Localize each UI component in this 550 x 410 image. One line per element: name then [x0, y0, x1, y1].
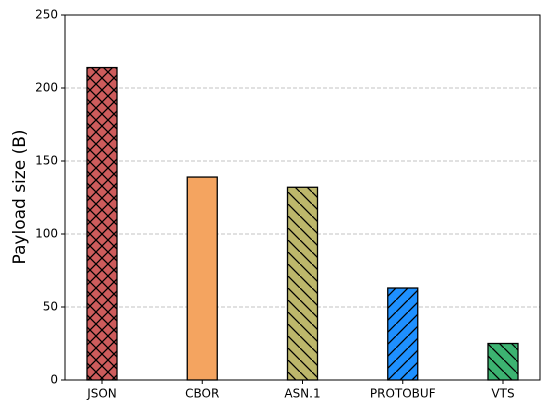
plot-frame [64, 14, 541, 381]
x-tick-label: ASN.1 [284, 387, 320, 401]
bar [187, 177, 218, 380]
bar-hatch [287, 187, 318, 380]
x-tick-label: CBOR [185, 387, 219, 401]
bar-hatch [387, 288, 418, 380]
bar-hatch [488, 343, 518, 380]
x-tick-label: JSON [86, 387, 117, 401]
y-tick-label: 0 [50, 373, 58, 387]
y-tick-label: 200 [35, 81, 58, 95]
y-tick-label: 50 [43, 300, 58, 314]
bar-hatch [87, 67, 117, 380]
x-tick-label: PROTOBUF [370, 387, 436, 401]
y-axis-label: Payload size (B) [10, 130, 30, 265]
x-tick-label: VTS [491, 387, 514, 401]
y-tick-label: 150 [35, 154, 58, 168]
y-tick-label: 100 [35, 227, 58, 241]
y-tick-label: 250 [35, 8, 58, 22]
